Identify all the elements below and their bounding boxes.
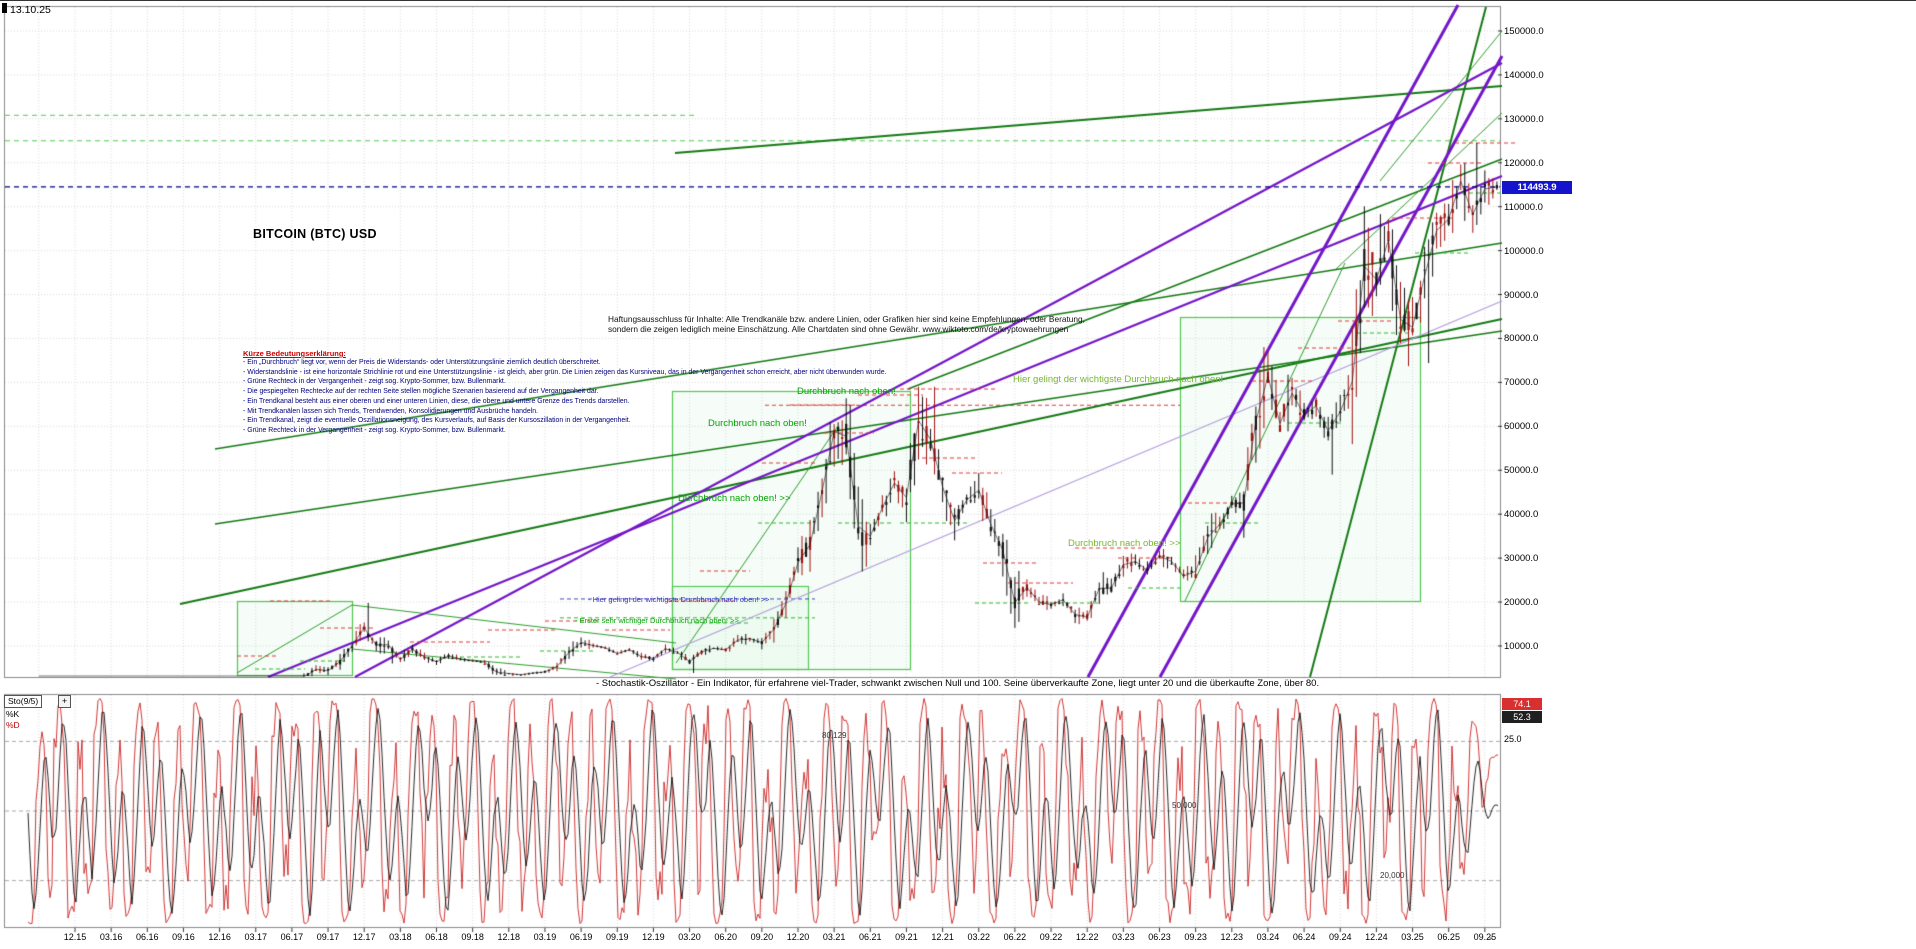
x-axis-label: 09.21: [895, 932, 918, 942]
x-axis-label: 06.20: [714, 932, 737, 942]
marker-icon: [2, 3, 7, 13]
y-axis-label: 10000.0: [1504, 640, 1539, 652]
osc-level-label: 50,000: [1172, 801, 1197, 810]
x-axis-label: 12.23: [1220, 932, 1244, 942]
x-axis-label: 03.17: [244, 932, 268, 942]
y-axis-label: 50000.0: [1504, 465, 1539, 477]
explanation-item: - Widerstandslinie - ist eine horizontal…: [243, 368, 887, 376]
explanation-item: - Grüne Rechteck in der Vergangenheit - …: [243, 426, 506, 434]
y-axis-label: 150000.0: [1504, 25, 1544, 37]
x-axis-label: 09.22: [1039, 932, 1063, 942]
date-label: 13.10.25: [10, 4, 51, 16]
x-axis-label: 03.22: [967, 932, 991, 942]
x-axis-label: 03.23: [1112, 932, 1135, 942]
y-axis-label: 90000.0: [1504, 289, 1539, 301]
annotation-text: Durchbruch nach oben!: [708, 418, 807, 429]
x-axis-label: 03.18: [389, 932, 412, 942]
disclaimer-line: sondern die zeigen lediglich meine Einsc…: [608, 324, 1069, 334]
x-axis-label: 09.25: [1473, 932, 1497, 942]
annotation-text: Durchbruch nach oben!: [797, 386, 896, 397]
x-axis-label: 12.16: [208, 932, 231, 942]
y-axis-label: 100000.0: [1504, 245, 1544, 257]
x-axis-label: 12.22: [1075, 932, 1099, 942]
x-axis-label: 03.21: [822, 932, 846, 942]
x-axis-label: 06.18: [425, 932, 448, 942]
x-axis-label: 06.19: [569, 932, 593, 942]
y-axis-label: 130000.0: [1504, 113, 1544, 125]
x-axis-label: 12.20: [786, 932, 810, 942]
osc-k-label: %K: [6, 709, 20, 719]
x-axis-label: 06.25: [1437, 932, 1460, 942]
x-axis-label: 09.17: [316, 932, 340, 942]
annotation-text: - Hier gelingt der wichtigste Durchbruch…: [588, 595, 770, 604]
x-axis-label: 09.18: [461, 932, 484, 942]
y-axis-label: 80000.0: [1504, 333, 1539, 345]
scrollbar-minus-button[interactable]: -: [1489, 932, 1493, 944]
x-axis-label: 03.16: [99, 932, 123, 942]
osc-d-value-badge: 52.3: [1502, 711, 1542, 723]
y-axis-label: 140000.0: [1504, 69, 1544, 81]
x-axis-label: 12.21: [931, 932, 954, 942]
y-axis-label: 30000.0: [1504, 553, 1539, 565]
x-axis-label: 12.24: [1365, 932, 1388, 942]
chart-title: BITCOIN (BTC) USD: [253, 227, 377, 241]
x-axis-label: 06.23: [1148, 932, 1171, 942]
current-price-tag: 114493.9: [1502, 181, 1572, 194]
add-indicator-button[interactable]: +: [58, 695, 71, 708]
x-axis-label: 03.24: [1256, 932, 1280, 942]
x-axis-label: 09.24: [1328, 932, 1352, 942]
y-axis-label: 110000.0: [1504, 201, 1543, 213]
annotation-text: - Erster sehr wichtiger Durchbruch nach …: [575, 616, 739, 625]
osc-level-label: 20,000: [1380, 870, 1405, 880]
x-axis-label: 12.19: [642, 932, 665, 942]
y-axis-label: 40000.0: [1504, 509, 1539, 521]
explanation-item: - Ein Trendkanal, zeigt die eventuelle O…: [243, 417, 631, 425]
x-axis-label: 06.22: [1003, 932, 1027, 942]
x-axis-label: 06.17: [280, 932, 304, 942]
x-axis-label: 09.16: [172, 932, 195, 942]
y-axis-label: 20000.0: [1504, 597, 1539, 609]
explanation-item: - Mit Trendkanälen lassen sich Trends, T…: [243, 407, 538, 415]
y-axis-label: 60000.0: [1504, 421, 1539, 433]
annotation-text: Durchbruch nach oben! >>: [1068, 538, 1181, 549]
y-axis-label: 70000.0: [1504, 377, 1539, 389]
x-axis-label: 03.25: [1401, 932, 1424, 942]
explanation-item: - Grüne Rechteck in der Vergangenheit - …: [243, 378, 506, 386]
oscillator-name-label: Sto(9/5): [4, 695, 43, 708]
osc-axis-value: 25.0: [1504, 734, 1522, 744]
x-axis-label: 06.21: [859, 932, 882, 942]
x-axis-label: 03.19: [533, 932, 557, 942]
x-axis-label: 03.20: [678, 932, 701, 942]
x-axis-label: 12.18: [497, 932, 521, 942]
explanation-item: - Ein „Durchbruch“ liegt vor, wenn der P…: [243, 359, 601, 366]
explanation-title: Kürze Bedeutungserklärung:: [243, 349, 346, 358]
annotation-text: Durchbruch nach oben! >>: [678, 493, 791, 504]
x-axis-label: 06.24: [1292, 932, 1316, 942]
x-axis-label: 06.16: [136, 932, 159, 942]
oscillator-description: - Stochastik-Oszillator - Ein Indikator,…: [596, 678, 1320, 689]
x-axis-label: 09.20: [750, 932, 774, 942]
x-axis-label: 09.23: [1184, 932, 1207, 942]
y-axis-label: 120000.0: [1504, 157, 1544, 169]
osc-d-label: %D: [6, 720, 20, 730]
x-axis-label: 12.17: [352, 932, 376, 942]
osc-level-label: 80,129: [822, 731, 847, 741]
disclaimer-line: Haftungsausschluss für Inhalte: Alle Tre…: [608, 314, 1085, 324]
explanation-item: - Ein Trendkanal besteht aus einer obere…: [243, 397, 630, 405]
annotation-text: Hier gelingt der wichtigste Durchbruch n…: [1013, 374, 1224, 385]
x-axis-label: 09.19: [605, 932, 629, 942]
x-axis-label: 12.15: [63, 932, 87, 942]
osc-k-value-badge: 74.1: [1502, 698, 1542, 710]
explanation-item: - Die gespiegelten Rechtecke auf der rec…: [243, 388, 599, 396]
